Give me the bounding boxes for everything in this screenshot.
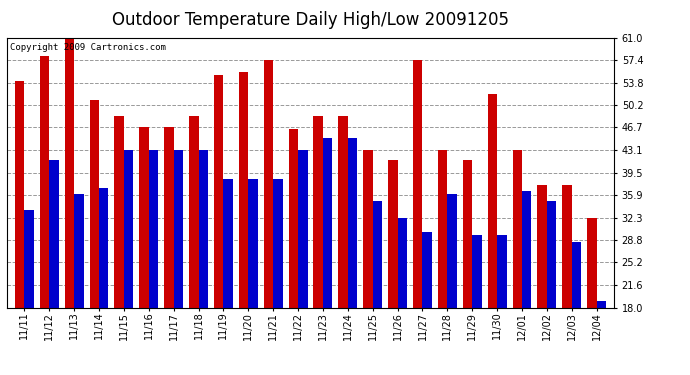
Bar [388,160,397,375]
Bar [248,179,258,375]
Bar [298,150,308,375]
Bar [224,179,233,375]
Bar [413,60,422,375]
Bar [149,150,158,375]
Text: Copyright 2009 Cartronics.com: Copyright 2009 Cartronics.com [10,43,166,52]
Text: Outdoor Temperature Daily High/Low 20091205: Outdoor Temperature Daily High/Low 20091… [112,11,509,29]
Bar [124,150,133,375]
Bar [90,100,99,375]
Bar [40,56,49,375]
Bar [65,38,74,375]
Bar [463,160,472,375]
Bar [273,179,283,375]
Bar [288,129,298,375]
Bar [323,138,333,375]
Bar [422,232,432,375]
Bar [572,242,581,375]
Bar [447,195,457,375]
Bar [264,60,273,375]
Bar [397,218,407,375]
Bar [214,75,224,375]
Bar [538,185,547,375]
Bar [115,116,124,375]
Bar [587,218,597,375]
Bar [547,201,556,375]
Bar [99,188,108,375]
Bar [373,201,382,375]
Bar [472,235,482,375]
Bar [338,116,348,375]
Bar [74,195,83,375]
Bar [597,301,606,375]
Bar [363,150,373,375]
Bar [139,127,149,375]
Bar [239,72,248,375]
Bar [189,116,199,375]
Bar [497,235,506,375]
Bar [348,138,357,375]
Bar [24,210,34,375]
Bar [49,160,59,375]
Bar [15,81,24,375]
Bar [174,150,183,375]
Bar [488,94,497,375]
Bar [313,116,323,375]
Bar [522,191,531,375]
Bar [438,150,447,375]
Bar [164,127,174,375]
Bar [562,185,572,375]
Bar [199,150,208,375]
Bar [513,150,522,375]
